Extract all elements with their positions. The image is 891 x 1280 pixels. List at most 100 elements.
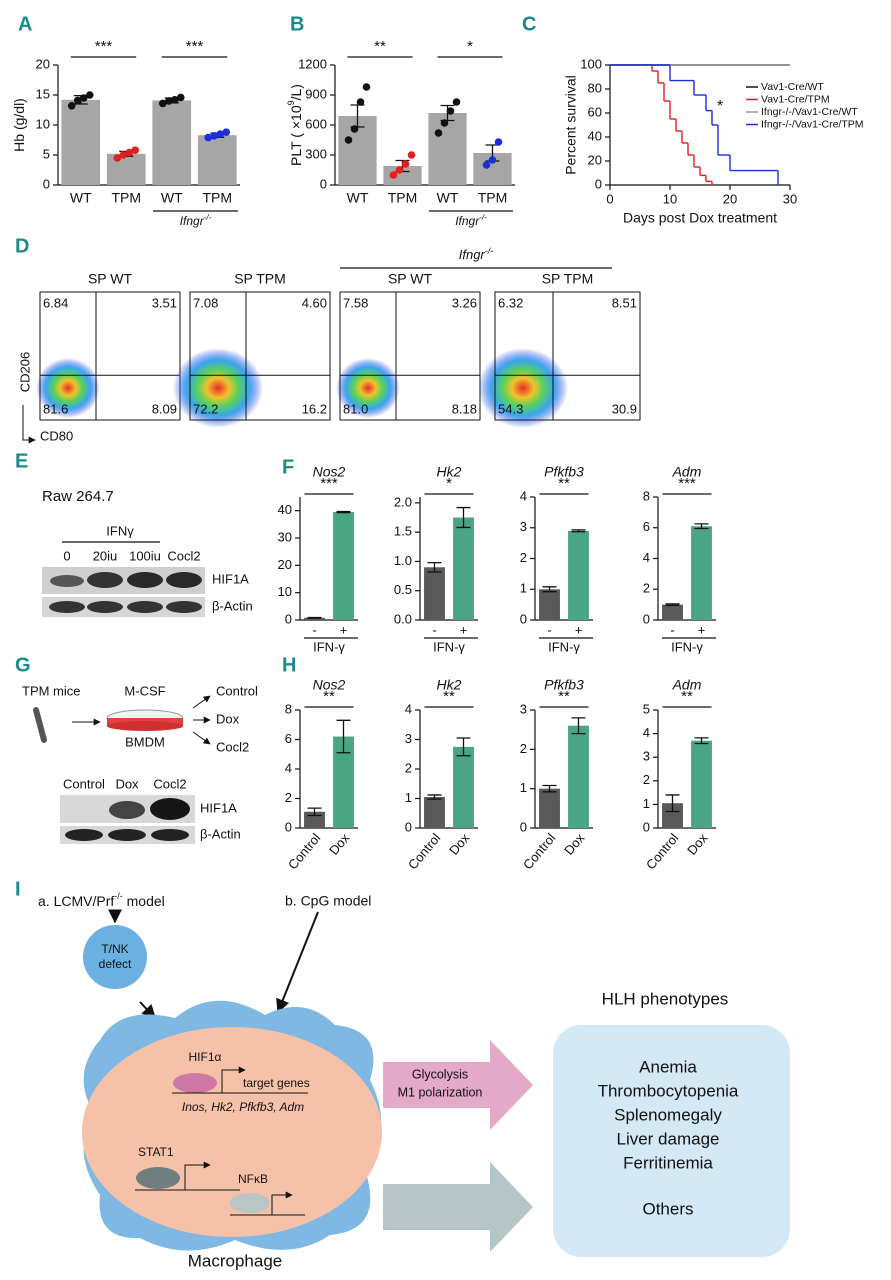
y-tick-label: 8 [285, 701, 292, 716]
y-tick-label: 2 [285, 790, 292, 805]
significance: ** [558, 475, 570, 492]
y-tick-label: 4 [643, 725, 650, 740]
error-bar [456, 506, 471, 529]
band [151, 829, 189, 841]
error-bar [456, 737, 471, 757]
quadrant-value: 3.26 [452, 295, 477, 310]
data-point [164, 97, 173, 105]
bar [424, 567, 445, 620]
y-tick-label: 0 [595, 176, 602, 191]
x-tick-label: 0 [606, 191, 613, 206]
band-label: HIF1A [212, 571, 249, 586]
quadrant-value: 72.2 [193, 401, 218, 416]
panel-label: C [522, 13, 536, 35]
data-point [204, 133, 213, 142]
bar [662, 803, 683, 828]
band [87, 601, 123, 613]
data-point [446, 107, 455, 115]
arrow-text: M1 polarization [398, 1085, 483, 1099]
quadrant-value: 81.6 [43, 401, 68, 416]
phenotype: Anemia [639, 1057, 697, 1076]
bar [539, 788, 560, 828]
data-point [356, 98, 365, 106]
error-bar [571, 717, 586, 735]
density [336, 358, 400, 418]
group-label-sup: -/- [485, 246, 494, 256]
data-point [452, 98, 461, 106]
x-tick-label: Control [520, 830, 559, 872]
chart-title: Nos2 [313, 677, 346, 693]
x-tick-label: Control [285, 830, 323, 872]
quadrant-value: 3.51 [152, 295, 177, 310]
bone-icon [33, 707, 47, 743]
y-tick-label: 300 [305, 146, 327, 161]
data-point [494, 138, 503, 146]
source: TPM mice [22, 683, 81, 698]
chart-title: Nos2 [313, 464, 346, 480]
error-bar [694, 523, 709, 530]
group-label-sup: -/- [204, 213, 212, 222]
y-tick-label: 4 [643, 550, 650, 565]
legend-entry: Vav1-Cre/TPM [761, 93, 830, 105]
error-bar [694, 737, 709, 745]
bar [152, 100, 192, 185]
y-tick-label: 40 [588, 128, 602, 143]
y-tick-label: 0.5 [394, 582, 412, 597]
x-tick-label: WT [437, 190, 459, 206]
y-axis-label-text: Hb (g/dl) [11, 98, 27, 152]
diagram-i: a. LCMV/Prf-/- model b. CpG model T/NK d… [38, 891, 790, 1270]
x-tick-label: TPM [478, 190, 508, 206]
significance: * [467, 38, 473, 55]
quadrant-value: 8.09 [152, 401, 177, 416]
lane: Control [63, 776, 105, 791]
y-tick-label: 3 [520, 701, 527, 716]
arrow [276, 911, 319, 1014]
hif-protein [173, 1073, 217, 1093]
blot-strip [42, 597, 205, 617]
chart-title: Adm [672, 464, 702, 480]
bar [333, 512, 354, 620]
panel-label: B [290, 13, 304, 35]
x-tick-label: Dox [326, 830, 353, 858]
panel-label: E [15, 450, 28, 472]
data-point [158, 99, 167, 108]
y-axis-label: PLT ( ×109/L) [286, 84, 303, 166]
band-label: β-Actin [200, 826, 241, 841]
y-tick-label: 2 [520, 550, 527, 565]
phenotype: Splenomegaly [614, 1105, 722, 1124]
x-tick-label: 20 [723, 191, 737, 206]
arrow-other [383, 1162, 533, 1252]
y-tick-label: 1.5 [394, 524, 412, 539]
y-axis-label: CD206 [17, 352, 32, 392]
significance: ** [323, 688, 335, 705]
x-tick-label: Dox [446, 830, 473, 858]
y-tick-label: 1 [643, 796, 650, 811]
lane: Cocl2 [167, 548, 200, 563]
significance: *** [320, 475, 338, 492]
data-point [222, 128, 231, 136]
data-point [407, 151, 416, 159]
data-point [170, 96, 179, 104]
x-tick-label: + [340, 622, 348, 637]
y-tick-label: 2 [643, 581, 650, 596]
y-axis-label: Percent survival [563, 75, 579, 175]
x-axis-label: Days post Dox treatment [623, 210, 777, 226]
arrow-text: Glycolysis [412, 1067, 468, 1081]
band [109, 801, 145, 819]
x-tick-label: 30 [783, 191, 797, 206]
stat-protein [136, 1167, 180, 1189]
y-tick-label: 900 [305, 86, 327, 101]
x-axis-label: IFN-γ [433, 639, 465, 654]
error-bar [427, 794, 442, 800]
quadrant-value: 30.9 [612, 401, 637, 416]
y-tick-label: 40 [278, 502, 292, 517]
plot-title: SP WT [388, 271, 433, 287]
x-tick-label: - [670, 622, 674, 637]
quadrant-value: 16.2 [302, 401, 327, 416]
bar [424, 797, 445, 828]
error-bar [427, 561, 442, 573]
data-point [389, 171, 398, 179]
lane: 20iu [93, 548, 118, 563]
error-bar [665, 794, 680, 813]
